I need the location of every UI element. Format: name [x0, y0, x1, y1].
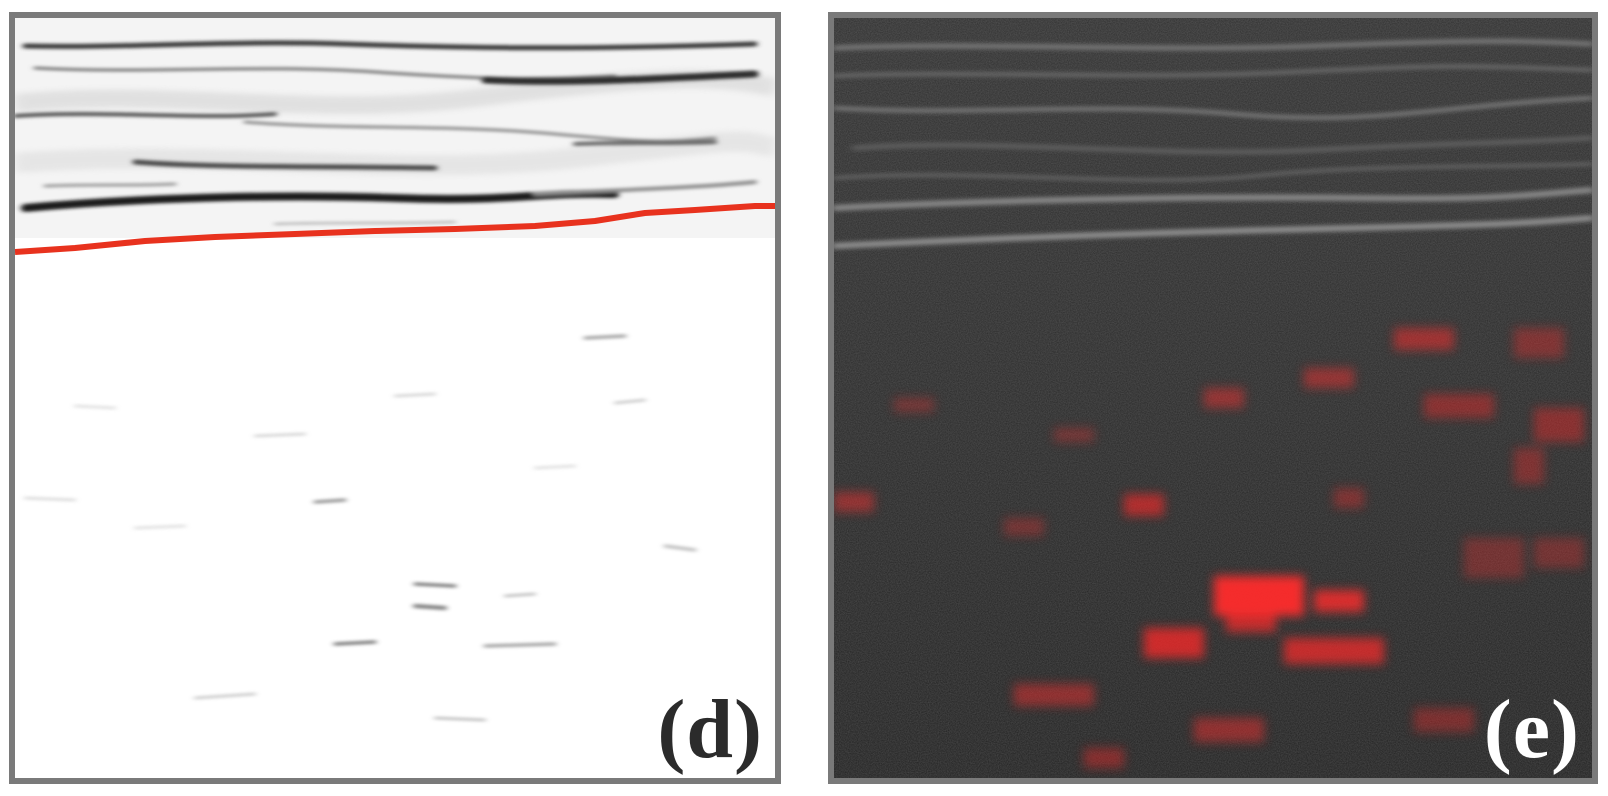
panel-e-label: (e) — [1483, 683, 1580, 776]
ultrasound-image — [834, 18, 1592, 778]
edge-map-image — [15, 18, 775, 721]
panel-d-label: (d) — [657, 683, 763, 776]
panel-e-ultrasound-overlay: (e) — [828, 12, 1598, 784]
boundary-line — [15, 203, 775, 255]
panel-d-edge-map: (d) — [9, 12, 781, 784]
